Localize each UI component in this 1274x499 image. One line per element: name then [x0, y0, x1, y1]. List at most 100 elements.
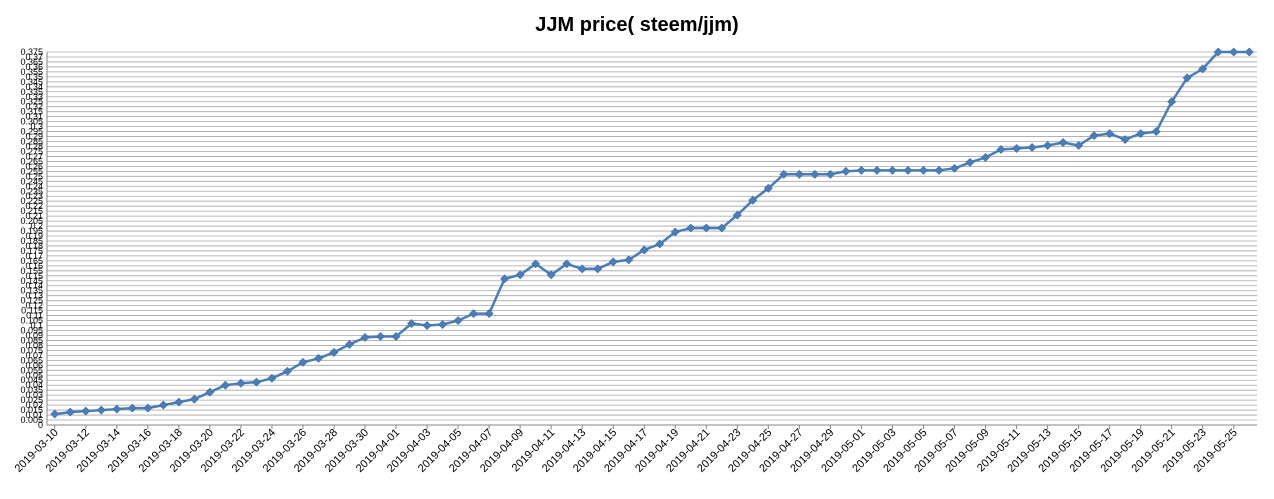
- data-point: [1136, 129, 1146, 138]
- y-tick-label: 0.165: [20, 256, 43, 266]
- y-tick-label: 0.14: [25, 281, 43, 291]
- data-point: [655, 239, 665, 249]
- y-tick-label: 0.13: [25, 291, 43, 301]
- data-point: [763, 183, 773, 193]
- data-point: [794, 169, 804, 179]
- data-point: [500, 274, 510, 284]
- y-tick-label: 0.075: [20, 345, 43, 355]
- data-point: [562, 259, 572, 269]
- data-point: [919, 165, 928, 175]
- data-point: [251, 377, 261, 387]
- data-point: [484, 309, 494, 319]
- y-tick-label: 0.11: [26, 311, 43, 321]
- y-tick-label: 0.115: [21, 306, 43, 316]
- data-point: [732, 210, 742, 220]
- y-tick-label: 0: [38, 420, 43, 430]
- y-tick-label: 0.28: [25, 141, 43, 151]
- y-tick-label: 0.335: [20, 87, 43, 97]
- y-tick-label: 0.325: [20, 97, 43, 107]
- data-point: [407, 319, 416, 328]
- data-point: [670, 227, 680, 237]
- y-tick-label: 0.195: [20, 226, 43, 236]
- y-tick-label: 0.105: [20, 316, 43, 326]
- y-tick-label: 0.375: [20, 47, 43, 57]
- data-point: [981, 153, 990, 162]
- data-point: [329, 347, 339, 357]
- y-tick-label: 0.185: [20, 236, 43, 246]
- y-tick-label: 0.09: [25, 330, 43, 340]
- data-point: [1213, 47, 1223, 57]
- y-tick-label: 0.135: [20, 286, 43, 296]
- y-tick-label: 0.32: [25, 102, 43, 112]
- data-point: [624, 255, 634, 265]
- y-tick-label: 0.145: [20, 276, 43, 286]
- y-tick-label: 0.3: [30, 122, 43, 132]
- data-point: [438, 320, 448, 329]
- y-tick-label: 0.365: [20, 57, 43, 67]
- y-tick-label: 0.03: [25, 390, 43, 400]
- data-point: [1074, 141, 1084, 150]
- y-tick-label: 0.205: [20, 216, 43, 226]
- y-tick-label: 0.33: [25, 92, 43, 102]
- data-point: [701, 223, 711, 233]
- y-tick-label: 0.255: [20, 166, 43, 176]
- y-tick-label: 0.055: [20, 365, 43, 375]
- data-point: [205, 387, 215, 397]
- data-point: [360, 333, 370, 342]
- data-point: [81, 406, 91, 416]
- data-point: [391, 332, 401, 341]
- y-tick-label: 0.26: [25, 161, 43, 171]
- data-point: [1120, 135, 1130, 144]
- y-tick-label: 0.19: [25, 231, 43, 241]
- y-tick-label: 0.015: [20, 405, 43, 415]
- data-point: [345, 340, 354, 349]
- data-point: [1198, 64, 1208, 74]
- data-point: [965, 157, 975, 167]
- data-point: [127, 403, 137, 413]
- data-point: [1167, 97, 1177, 107]
- y-tick-label: 0.06: [25, 360, 43, 370]
- y-tick-label: 0.315: [20, 107, 43, 117]
- data-point: [143, 403, 153, 413]
- y-tick-label: 0.25: [25, 171, 43, 181]
- data-point: [267, 373, 277, 383]
- y-tick-label: 0.155: [20, 266, 43, 276]
- y-tick-label: 0.005: [20, 415, 43, 425]
- data-point: [112, 404, 122, 414]
- y-tick-label: 0.37: [25, 52, 43, 62]
- data-point: [65, 407, 75, 417]
- y-tick-label: 0.01: [25, 410, 43, 420]
- y-tick-label: 0.1: [30, 321, 43, 331]
- y-tick-label: 0.2: [30, 221, 43, 231]
- y-tick-label: 0.275: [20, 146, 43, 156]
- y-tick-label: 0.285: [20, 137, 43, 147]
- data-point: [872, 165, 882, 175]
- data-point: [453, 316, 463, 325]
- data-point: [996, 145, 1006, 154]
- y-tick-label: 0.085: [20, 335, 43, 345]
- data-point: [50, 409, 60, 419]
- data-point: [1043, 141, 1053, 150]
- data-point: [950, 163, 959, 173]
- data-point: [469, 309, 479, 319]
- data-point: [174, 397, 184, 407]
- y-tick-label: 0.035: [20, 385, 43, 395]
- data-point: [856, 165, 866, 175]
- data-point: [422, 321, 432, 330]
- data-point: [717, 223, 727, 233]
- y-tick-label: 0.31: [25, 112, 43, 122]
- data-point: [1058, 138, 1068, 147]
- y-tick-label: 0.04: [25, 380, 43, 390]
- data-point: [96, 405, 106, 415]
- y-tick-label: 0.27: [25, 151, 43, 161]
- y-tick-label: 0.34: [25, 82, 43, 92]
- y-tick-label: 0.23: [25, 191, 43, 201]
- y-tick-label: 0.305: [20, 117, 43, 127]
- y-tick-label: 0.18: [25, 241, 43, 251]
- data-point: [593, 264, 603, 274]
- y-tick-label: 0.245: [20, 176, 43, 186]
- y-tick-label: 0.295: [20, 127, 43, 137]
- data-point: [825, 169, 835, 179]
- data-point: [298, 357, 308, 367]
